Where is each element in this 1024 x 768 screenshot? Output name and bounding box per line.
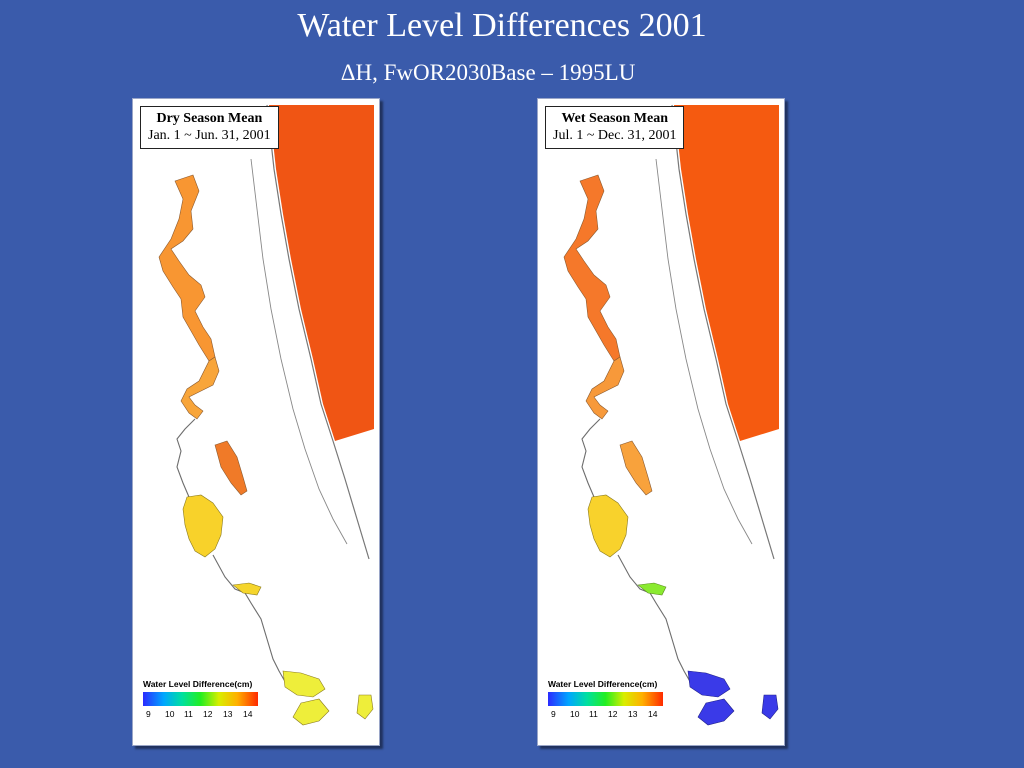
wet-season-map	[563, 104, 779, 726]
south-channel	[212, 554, 288, 686]
color-legend: Water Level Difference(cm) 9 10 11 12 13…	[143, 679, 273, 721]
legend-title: Water Level Difference(cm)	[548, 679, 658, 689]
legend-tick: 11	[589, 709, 598, 719]
south-channel	[617, 554, 693, 686]
season-period: Jan. 1 ~ Jun. 31, 2001	[148, 128, 271, 143]
legend-tick: 13	[223, 709, 233, 719]
legend-ticks: 9 10 11 12 13 14	[143, 709, 273, 721]
river-channel	[176, 418, 196, 498]
barrier-shoreline	[655, 158, 753, 545]
lake-george	[587, 494, 629, 558]
coastline	[671, 104, 775, 560]
legend-tick: 10	[570, 709, 580, 719]
river-upper	[158, 174, 216, 362]
south-lake-a	[687, 670, 731, 698]
lake-george	[182, 494, 224, 558]
legend-tick: 10	[165, 709, 175, 719]
river-mid	[585, 356, 625, 420]
river-mid	[180, 356, 220, 420]
south-reach	[637, 582, 667, 596]
south-lake-b	[697, 698, 735, 726]
season-label-box: Dry Season Mean Jan. 1 ~ Jun. 31, 2001	[140, 106, 279, 149]
season-period: Jul. 1 ~ Dec. 31, 2001	[553, 128, 677, 143]
ocean-area	[674, 105, 779, 441]
legend-tick: 14	[243, 709, 253, 719]
side-lake	[619, 440, 653, 496]
slide-title: Water Level Differences 2001	[297, 7, 707, 44]
dry-season-map-panel: Dry Season Mean Jan. 1 ~ Jun. 31, 2001 W…	[132, 98, 380, 746]
legend-tick: 11	[184, 709, 193, 719]
south-lake-c	[356, 694, 374, 720]
legend-tick: 9	[146, 709, 151, 719]
south-lake-b	[292, 698, 330, 726]
season-title: Wet Season Mean	[561, 111, 668, 126]
south-reach	[232, 582, 262, 596]
south-lake-c	[761, 694, 779, 720]
legend-title: Water Level Difference(cm)	[143, 679, 253, 689]
barrier-shoreline	[250, 158, 348, 545]
river-channel	[581, 418, 601, 498]
river-upper	[563, 174, 621, 362]
legend-tick: 14	[648, 709, 658, 719]
south-lake-a	[282, 670, 326, 698]
coastline	[266, 104, 370, 560]
ocean-area	[269, 105, 374, 441]
legend-colorbar	[548, 692, 663, 706]
side-lake	[214, 440, 248, 496]
season-title: Dry Season Mean	[156, 111, 263, 126]
legend-ticks: 9 10 11 12 13 14	[548, 709, 678, 721]
legend-tick: 9	[551, 709, 556, 719]
slide-subtitle: ΔH, FwOR2030Base – 1995LU	[340, 60, 636, 85]
legend-tick: 13	[628, 709, 638, 719]
legend-tick: 12	[203, 709, 213, 719]
legend-colorbar	[143, 692, 258, 706]
season-label-box: Wet Season Mean Jul. 1 ~ Dec. 31, 2001	[545, 106, 685, 149]
wet-season-map-panel: Wet Season Mean Jul. 1 ~ Dec. 31, 2001 W…	[537, 98, 785, 746]
color-legend: Water Level Difference(cm) 9 10 11 12 13…	[548, 679, 678, 721]
legend-tick: 12	[608, 709, 618, 719]
dry-season-map	[158, 104, 374, 726]
